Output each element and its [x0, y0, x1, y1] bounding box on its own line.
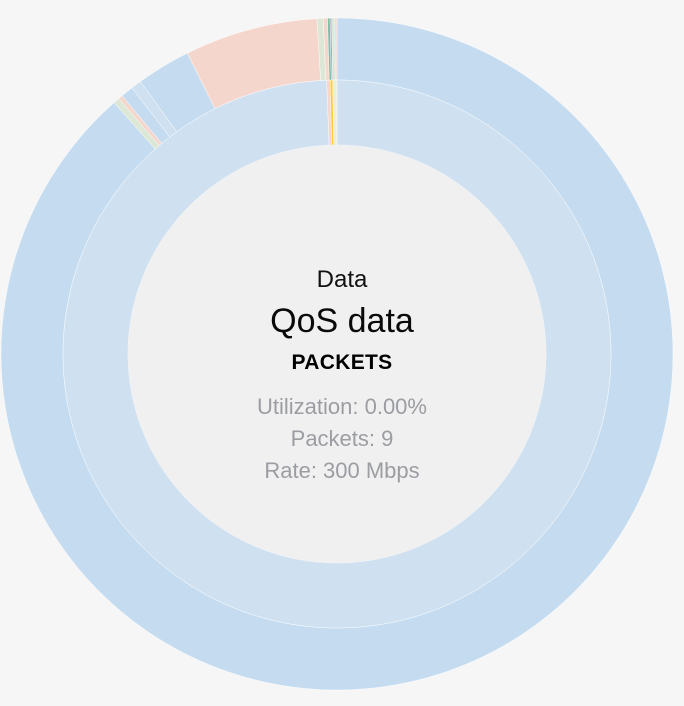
- ring-2-segment-13[interactable]: [334, 17, 338, 81]
- parent-category-label: Data: [316, 266, 368, 293]
- metric-label: PACKETS: [291, 351, 393, 374]
- selected-node-name: QoS data: [270, 302, 414, 340]
- rate-stat: Rate: 300 Mbps: [264, 458, 420, 483]
- utilization-stat: Utilization: 0.00%: [257, 394, 427, 419]
- outer-ring[interactable]: [0, 17, 674, 691]
- center-disc[interactable]: [128, 145, 546, 563]
- packets-stat: Packets: 9: [290, 426, 394, 451]
